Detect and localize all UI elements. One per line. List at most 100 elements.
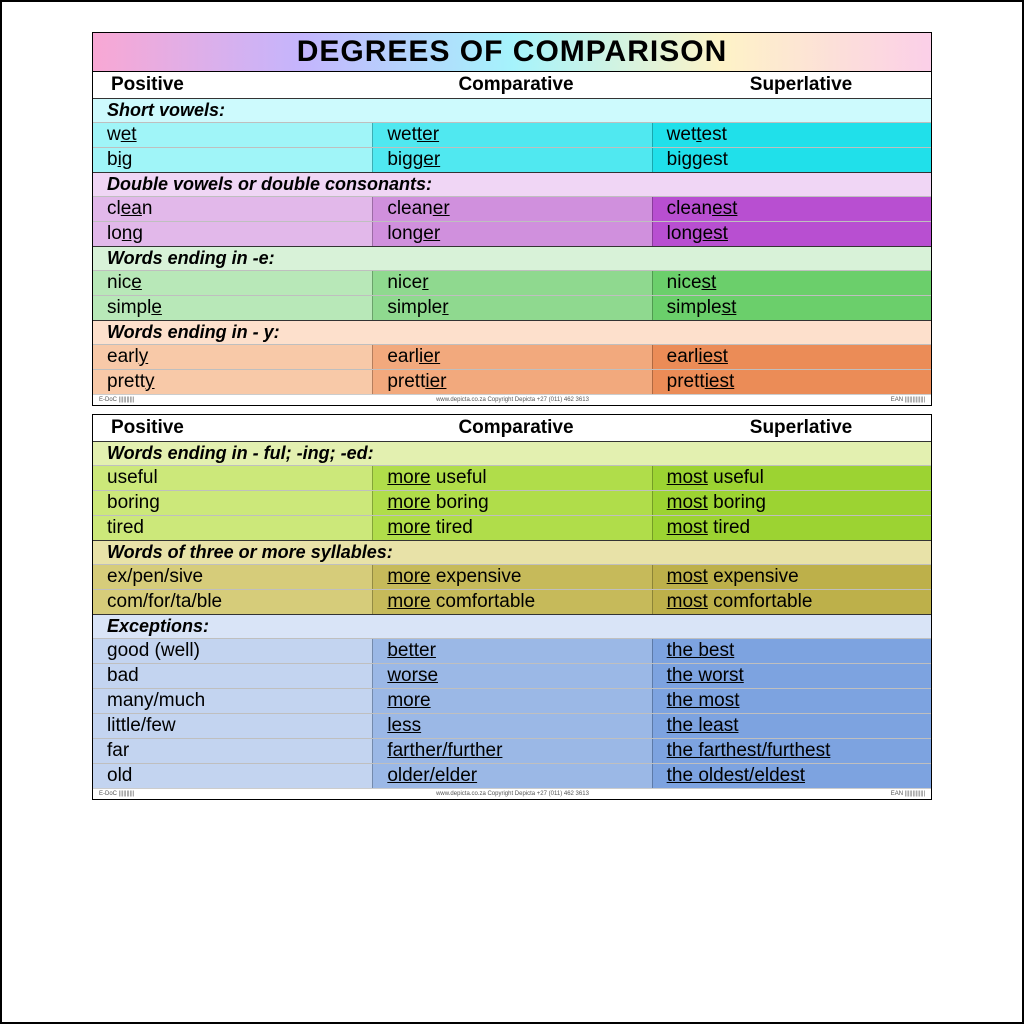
table-row: wetwetterwettest — [93, 122, 931, 147]
column-headers: PositiveComparativeSuperlative — [93, 415, 931, 441]
cell: more — [372, 689, 651, 713]
cell: wetter — [372, 123, 651, 147]
cell: wettest — [652, 123, 931, 147]
cell: cleaner — [372, 197, 651, 221]
section-label: Short vowels: — [93, 98, 931, 122]
footer-text: E-DoC |||||||||| — [99, 791, 134, 797]
cell: wet — [93, 123, 372, 147]
cell: most tired — [652, 516, 931, 540]
footer-text: EAN ||||||||||||| — [891, 791, 925, 797]
table-row: little/fewlessthe least — [93, 713, 931, 738]
table-row: ex/pen/sivemore expensivemost expensive — [93, 564, 931, 589]
cell: simple — [93, 296, 372, 320]
table-row: badworsethe worst — [93, 663, 931, 688]
cell: most boring — [652, 491, 931, 515]
cell: farther/further — [372, 739, 651, 763]
cell: clean — [93, 197, 372, 221]
cell: earlier — [372, 345, 651, 369]
poster-0: DEGREES OF COMPARISONPositiveComparative… — [92, 32, 932, 406]
table-row: com/for/ta/blemore comfortablemost comfo… — [93, 589, 931, 614]
column-headers: PositiveComparativeSuperlative — [93, 72, 931, 98]
cell: the best — [652, 639, 931, 663]
cell: many/much — [93, 689, 372, 713]
table-row: good (well)betterthe best — [93, 638, 931, 663]
cell: worse — [372, 664, 651, 688]
poster-footer: E-DoC |||||||||| www.depicta.co.za Copyri… — [93, 394, 931, 405]
cell: bigger — [372, 148, 651, 172]
cell: older/elder — [372, 764, 651, 788]
cell: prettiest — [652, 370, 931, 394]
section-label: Words ending in - ful; -ing; -ed: — [93, 441, 931, 465]
table-row: earlyearlierearliest — [93, 344, 931, 369]
cell: tired — [93, 516, 372, 540]
table-row: boringmore boringmost boring — [93, 490, 931, 515]
cell: big — [93, 148, 372, 172]
section-label: Exceptions: — [93, 614, 931, 638]
table-row: longlongerlongest — [93, 221, 931, 246]
cell: simplest — [652, 296, 931, 320]
section-label: Double vowels or double consonants: — [93, 172, 931, 196]
cell: simpler — [372, 296, 651, 320]
cell: most comfortable — [652, 590, 931, 614]
table-row: usefulmore usefulmost useful — [93, 465, 931, 490]
table-row: tiredmore tiredmost tired — [93, 515, 931, 540]
cell: longer — [372, 222, 651, 246]
cell: nicer — [372, 271, 651, 295]
cell: most useful — [652, 466, 931, 490]
cell: more useful — [372, 466, 651, 490]
section-label: Words of three or more syllables: — [93, 540, 931, 564]
cell: more tired — [372, 516, 651, 540]
cell: long — [93, 222, 372, 246]
cell: biggest — [652, 148, 931, 172]
cell: good (well) — [93, 639, 372, 663]
header-comp: Comparative — [381, 74, 651, 96]
section-label: Words ending in -e: — [93, 246, 931, 270]
header-pos: Positive — [111, 417, 381, 439]
cell: the least — [652, 714, 931, 738]
cell: more boring — [372, 491, 651, 515]
cell: more comfortable — [372, 590, 651, 614]
table-row: bigbiggerbiggest — [93, 147, 931, 172]
cell: boring — [93, 491, 372, 515]
cell: the farthest/furthest — [652, 739, 931, 763]
cell: nice — [93, 271, 372, 295]
cell: old — [93, 764, 372, 788]
cell: the most — [652, 689, 931, 713]
cell: com/for/ta/ble — [93, 590, 372, 614]
cell: cleanest — [652, 197, 931, 221]
cell: better — [372, 639, 651, 663]
cell: little/few — [93, 714, 372, 738]
footer-text: www.depicta.co.za Copyright Depicta +27 … — [436, 397, 589, 403]
poster-footer: E-DoC |||||||||| www.depicta.co.za Copyri… — [93, 788, 931, 799]
footer-text: www.depicta.co.za Copyright Depicta +27 … — [436, 791, 589, 797]
cell: the oldest/eldest — [652, 764, 931, 788]
cell: pretty — [93, 370, 372, 394]
table-row: cleancleanercleanest — [93, 196, 931, 221]
cell: less — [372, 714, 651, 738]
section-label: Words ending in - y: — [93, 320, 931, 344]
cell: earliest — [652, 345, 931, 369]
footer-text: E-DoC |||||||||| — [99, 397, 134, 403]
cell: bad — [93, 664, 372, 688]
header-comp: Comparative — [381, 417, 651, 439]
cell: nicest — [652, 271, 931, 295]
cell: useful — [93, 466, 372, 490]
table-row: prettyprettierprettiest — [93, 369, 931, 394]
header-sup: Superlative — [651, 74, 921, 96]
cell: ex/pen/sive — [93, 565, 372, 589]
table-row: farfarther/furtherthe farthest/furthest — [93, 738, 931, 763]
cell: the worst — [652, 664, 931, 688]
cell: most expensive — [652, 565, 931, 589]
title-banner: DEGREES OF COMPARISON — [93, 33, 931, 72]
poster-1: PositiveComparativeSuperlativeWords endi… — [92, 414, 932, 800]
cell: far — [93, 739, 372, 763]
footer-text: EAN ||||||||||||| — [891, 397, 925, 403]
cell: longest — [652, 222, 931, 246]
header-pos: Positive — [111, 74, 381, 96]
cell: more expensive — [372, 565, 651, 589]
table-row: nicenicernicest — [93, 270, 931, 295]
table-row: many/muchmorethe most — [93, 688, 931, 713]
header-sup: Superlative — [651, 417, 921, 439]
table-row: simplesimplersimplest — [93, 295, 931, 320]
cell: prettier — [372, 370, 651, 394]
